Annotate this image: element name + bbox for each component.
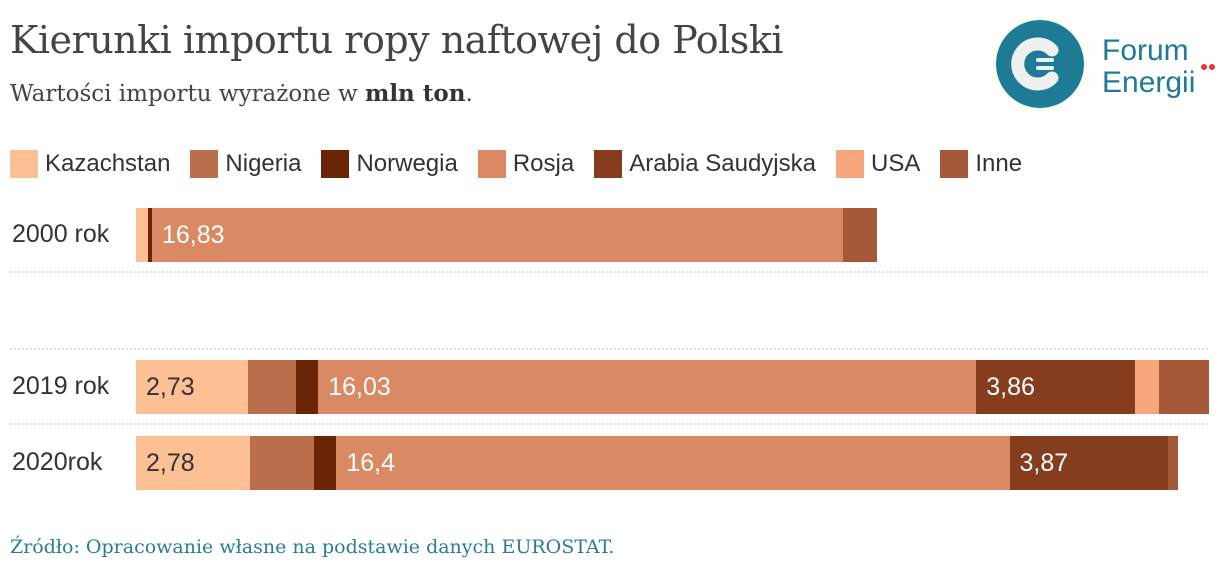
data-label: 2,78 <box>146 449 195 477</box>
legend-item: Norwegia <box>321 150 458 178</box>
bar-segment-norwegia <box>147 208 152 262</box>
bar-segment-usa <box>1134 360 1159 414</box>
bar-segment-rosja <box>152 208 843 262</box>
bar-segment-rosja <box>336 436 1010 490</box>
category-label: 2000 rok <box>12 220 110 248</box>
bar-segment-arabia-saudyjska <box>976 360 1135 414</box>
row-separator <box>10 348 1208 350</box>
logo-line1: Forum <box>1102 34 1189 67</box>
bar-segment-kazachstan <box>136 360 249 414</box>
forum-energii-logo: Forum Energii <box>996 20 1216 110</box>
logo-icon: Forum Energii <box>996 20 1215 108</box>
legend-swatch <box>477 150 506 178</box>
legend-label: USA <box>870 150 921 177</box>
bar-segment-kazachstan <box>136 436 251 490</box>
legend-swatch <box>835 150 864 178</box>
bar-segment-inne <box>1158 360 1210 414</box>
subtitle-suffix: . <box>465 81 473 107</box>
row-separator <box>10 423 1208 425</box>
bar-segment-nigeria <box>248 360 297 414</box>
row-separator <box>10 271 1208 273</box>
bar-segment-rosja <box>318 360 977 414</box>
bar-segment-kazachstan <box>136 208 148 262</box>
legend-item: Kazachstan <box>10 150 170 178</box>
legend-label: Rosja <box>512 150 575 177</box>
bar-segment-arabia-saudyjska <box>1009 436 1169 490</box>
category-label: 2019 rok <box>12 372 110 400</box>
legend-label: Inne <box>975 150 1023 177</box>
legend: Kazachstan Nigeria Norwegia Rosja Arabia Sau… <box>10 150 1042 178</box>
legend-label: Norwegia <box>356 150 458 177</box>
chart-title: Kierunki importu ropy naftowej do Polski <box>10 18 783 62</box>
legend-swatch <box>190 150 219 178</box>
bar-segment-nigeria <box>250 436 315 490</box>
bar-segment-inne <box>1168 436 1179 490</box>
source-note: Źródło: Opracowanie własne na podstawie … <box>10 536 615 558</box>
subtitle-unit: mln ton <box>364 80 466 107</box>
subtitle-text: Wartości importu wyrażone w <box>10 81 365 107</box>
chart-subtitle: Wartości importu wyrażone w mln ton. <box>10 80 473 107</box>
data-label: 16,4 <box>346 449 395 477</box>
data-label: 2,73 <box>146 373 195 401</box>
legend-swatch <box>10 150 38 178</box>
logo-line2: Energii <box>1102 66 1195 99</box>
legend-item: Rosja <box>477 150 575 178</box>
legend-item: Inne <box>940 150 1022 178</box>
legend-swatch <box>940 150 969 178</box>
data-label: 16,03 <box>328 373 391 401</box>
data-label: 3,87 <box>1019 449 1069 477</box>
legend-item: Nigeria <box>190 150 301 178</box>
legend-swatch <box>594 150 623 178</box>
legend-label: Kazachstan <box>45 150 171 177</box>
bar-segment-norwegia <box>314 436 337 490</box>
bar-segment-inne <box>842 208 877 262</box>
data-label: 3,86 <box>986 373 1035 401</box>
legend-swatch <box>321 150 350 178</box>
bar-segment-norwegia <box>296 360 319 414</box>
data-label: 16,83 <box>162 221 225 249</box>
legend-item: USA <box>835 150 921 178</box>
legend-label: Nigeria <box>225 150 302 177</box>
category-label: 2020rok <box>12 448 103 476</box>
legend-item: Arabia Saudyjska <box>594 150 816 178</box>
legend-label: Arabia Saudyjska <box>629 150 816 177</box>
